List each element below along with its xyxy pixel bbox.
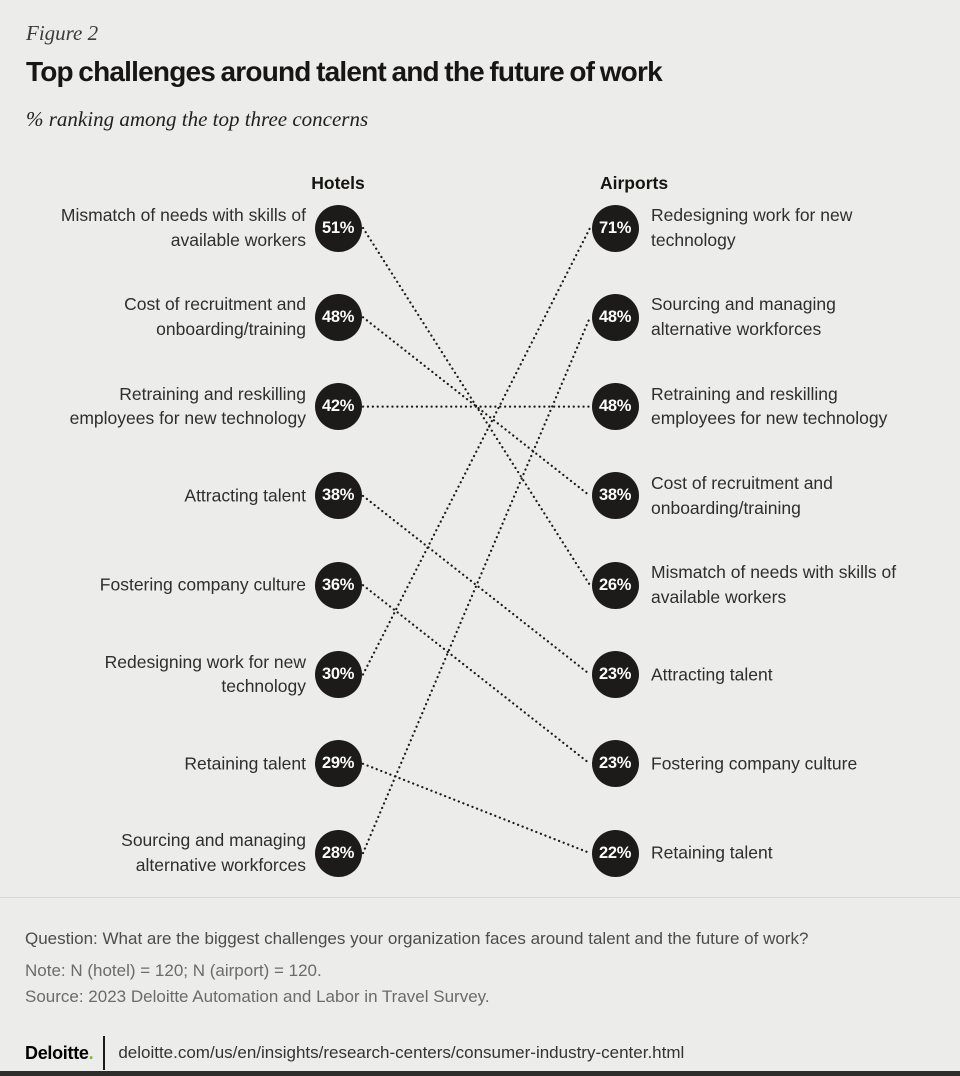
airports-item-label: Fostering company culture bbox=[651, 753, 858, 774]
airports-value-badge: 71% bbox=[591, 204, 639, 252]
brand-divider bbox=[103, 1036, 106, 1070]
airports-item-label: Redesigning work for new technology bbox=[651, 205, 853, 250]
column-header-hotels: Hotels bbox=[311, 173, 365, 193]
hotels-value-badge: 28% bbox=[314, 829, 362, 877]
hotels-value-badge: 51% bbox=[314, 204, 362, 252]
slopegraph-chart: Hotels Airports Mismatch of needs with s… bbox=[0, 165, 960, 900]
connector-line bbox=[361, 226, 592, 676]
column-header-airports: Airports bbox=[600, 173, 669, 193]
hotels-item-label: Retraining and reskilling employees for … bbox=[69, 383, 306, 429]
deloitte-wordmark: Deloitte bbox=[25, 1042, 89, 1063]
connector-line bbox=[361, 584, 592, 765]
airports-value-badge: 23% bbox=[591, 651, 639, 698]
airports-value-badge: 38% bbox=[591, 472, 639, 520]
airports-item-label: Retraining and reskilling employees for … bbox=[651, 383, 888, 429]
bottom-edge-bar bbox=[0, 1071, 960, 1076]
figure-title: Top challenges around talent and the fut… bbox=[26, 56, 663, 87]
connector-line bbox=[361, 316, 592, 497]
airports-value-badge: 48% bbox=[591, 383, 639, 431]
brand-row: Deloitte. deloitte.com/us/en/insights/re… bbox=[25, 1035, 684, 1071]
figure-label: Figure 2 bbox=[26, 21, 99, 45]
airports-value-badge: 23% bbox=[591, 740, 639, 788]
deloitte-logo: Deloitte. bbox=[25, 1042, 94, 1064]
hotels-value-badge: 38% bbox=[314, 472, 362, 520]
airports-item-label: Mismatch of needs with skills of availab… bbox=[651, 562, 897, 608]
connector-line bbox=[361, 494, 592, 676]
footer-divider bbox=[0, 897, 960, 898]
airports-value-badge: 48% bbox=[591, 293, 639, 341]
hotels-item-label: Retaining talent bbox=[184, 753, 306, 774]
hotels-item-label: Mismatch of needs with skills of availab… bbox=[60, 205, 306, 250]
airports-value-badge: 26% bbox=[591, 561, 639, 609]
airports-item-label: Retaining talent bbox=[651, 842, 773, 863]
hotels-value-badge: 36% bbox=[314, 561, 362, 609]
airports-value-badge: 22% bbox=[591, 829, 639, 877]
hotels-item-label: Redesigning work for new technology bbox=[104, 651, 306, 697]
footer-url: deloitte.com/us/en/insights/research-cen… bbox=[118, 1043, 685, 1062]
note-text: Note: N (hotel) = 120; N (airport) = 120… bbox=[25, 961, 322, 980]
figure-subtitle: % ranking among the top three concerns bbox=[26, 107, 369, 131]
hotels-value-badge: 42% bbox=[314, 383, 362, 431]
airports-item-label: Sourcing and managing alternative workfo… bbox=[651, 294, 836, 340]
connector-line bbox=[361, 316, 592, 855]
hotels-item-label: Fostering company culture bbox=[99, 574, 306, 595]
airports-item-label: Cost of recruitment and onboarding/train… bbox=[651, 473, 833, 518]
connector-lines bbox=[361, 226, 592, 855]
hotels-item-label: Attracting talent bbox=[184, 485, 306, 506]
hotels-value-badge: 29% bbox=[314, 740, 362, 788]
source-text: Source: 2023 Deloitte Automation and Lab… bbox=[25, 987, 490, 1006]
question-text: Question: What are the biggest challenge… bbox=[25, 929, 809, 948]
hotels-value-badge: 30% bbox=[314, 651, 362, 698]
airports-item-label: Attracting talent bbox=[651, 664, 773, 685]
deloitte-green-dot: . bbox=[88, 1042, 94, 1063]
connector-line bbox=[361, 762, 592, 855]
hotels-item-label: Cost of recruitment and onboarding/train… bbox=[124, 294, 306, 340]
hotels-item-label: Sourcing and managing alternative workfo… bbox=[121, 830, 306, 876]
hotels-value-badge: 48% bbox=[314, 293, 362, 341]
